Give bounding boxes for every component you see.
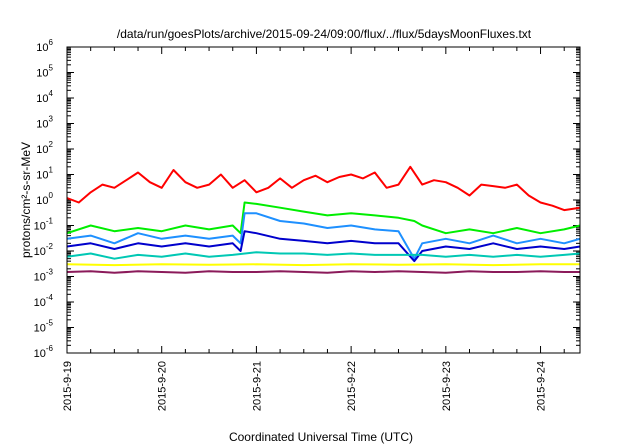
series-line-3 — [66, 212, 581, 260]
y-tick-label: 10-4 — [34, 293, 54, 309]
series-line-7 — [66, 270, 580, 274]
x-axis-label: Coordinated Universal Time (UTC) — [229, 430, 413, 444]
series-line-1 — [66, 165, 581, 212]
y-tick-label: 10-5 — [34, 319, 54, 335]
y-tick-label: 10-1 — [34, 217, 54, 233]
x-tick-label: 2015-9-19 — [62, 361, 74, 411]
x-tick-label: 2015-9-24 — [536, 361, 548, 411]
y-tick-label: 10-3 — [34, 268, 54, 284]
y-tick-label: 103 — [36, 115, 53, 131]
y-tick-label: 101 — [36, 166, 53, 182]
series-line-4 — [66, 230, 581, 263]
y-axis: 106 105 104 103 102 101 100 10-1 10-2 10-3 10-4 10-… — [34, 38, 580, 360]
x-tick-label: 2015-9-21 — [251, 361, 263, 411]
y-tick-label: 106 — [36, 38, 53, 54]
y-tick-label: 105 — [36, 64, 53, 80]
series-group — [66, 165, 581, 274]
x-tick-label: 2015-9-22 — [346, 361, 358, 411]
y-tick-label: 10-2 — [34, 242, 54, 258]
y-axis-label: protons/cm²-s-sr-MeV — [19, 142, 33, 258]
chart-title: /data/run/goesPlots/archive/2015-09-24/0… — [117, 27, 532, 41]
series-line-6 — [66, 263, 580, 267]
y-tick-label: 100 — [36, 191, 53, 207]
plot-frame — [66, 46, 581, 354]
y-tick-label: 104 — [36, 89, 53, 105]
series-line-5 — [66, 251, 581, 260]
series-line-2 — [66, 201, 581, 235]
x-tick-label: 2015-9-23 — [441, 361, 453, 411]
x-axis: 2015-9-19 2015-9-20 2015-9-21 2015-9-22 2015… — [62, 47, 565, 411]
y-tick-label: 10-6 — [34, 344, 54, 360]
x-tick-label: 2015-9-20 — [157, 361, 169, 411]
y-tick-label: 102 — [36, 140, 53, 156]
